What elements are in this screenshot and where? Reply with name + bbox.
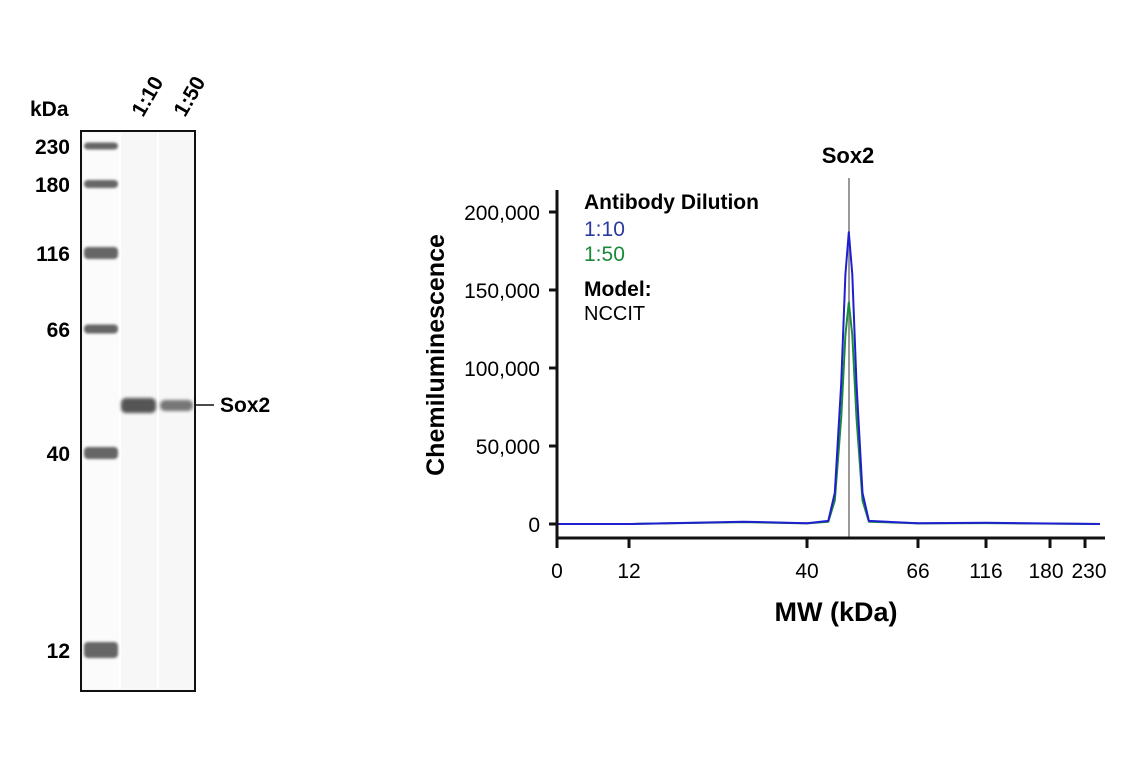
y-tick-label: 0 (528, 514, 540, 537)
marker-label: 12 (47, 640, 70, 663)
band-1-10 (121, 398, 156, 413)
band-1-50 (160, 400, 193, 411)
x-tick-label: 40 (795, 560, 818, 583)
x-tick-label: 230 (1071, 560, 1106, 583)
y-tick-label: 200,000 (464, 202, 540, 225)
x-tick-label: 12 (617, 560, 640, 583)
marker-label: 116 (36, 243, 70, 266)
series-line-1-50 (557, 301, 1101, 525)
marker-label: 180 (35, 174, 70, 197)
x-tick-label: 0 (551, 560, 563, 583)
y-axis-label: Chemiluminescence (422, 234, 450, 476)
legend-model-value: NCCIT (584, 303, 645, 325)
ladder-band (84, 142, 118, 150)
legend-title: Antibody Dilution (584, 191, 759, 214)
legend-model-label: Model: (584, 278, 652, 301)
chart: Sox2 0 50,000 100,000 150,000 200,000 0 12 40 6… (422, 143, 1107, 627)
ladder-band (84, 447, 118, 459)
sox2-band-label: Sox2 (220, 394, 270, 417)
x-tick-label: 180 (1028, 560, 1063, 583)
legend-item-1-50: 1:50 (584, 243, 625, 266)
legend-item-1-10: 1:10 (584, 218, 625, 241)
blot-image: kDa 230 180 116 66 40 12 1:10 1:50 Sox2 (30, 73, 270, 692)
ladder-band (84, 324, 118, 334)
y-tick-label: 150,000 (464, 280, 540, 303)
legend: Antibody Dilution 1:10 1:50 Model: NCCIT (584, 191, 759, 325)
series-line-1-10 (557, 231, 1101, 525)
x-tick-label: 116 (969, 560, 1002, 583)
lane-label-2: 1:50 (169, 73, 210, 121)
ladder-band (84, 180, 118, 188)
x-axis-label: MW (kDa) (775, 597, 898, 627)
y-tick-label: 50,000 (476, 436, 540, 459)
marker-label: 230 (35, 136, 70, 159)
kda-label: kDa (30, 98, 69, 121)
chart-title: Sox2 (822, 143, 875, 168)
ladder-band (84, 247, 118, 259)
y-tick-label: 100,000 (464, 358, 540, 381)
lane-label-1: 1:10 (127, 73, 168, 121)
x-tick-label: 66 (906, 560, 929, 583)
marker-label: 66 (47, 319, 70, 342)
marker-label: 40 (47, 443, 70, 466)
ladder-band (84, 642, 118, 658)
